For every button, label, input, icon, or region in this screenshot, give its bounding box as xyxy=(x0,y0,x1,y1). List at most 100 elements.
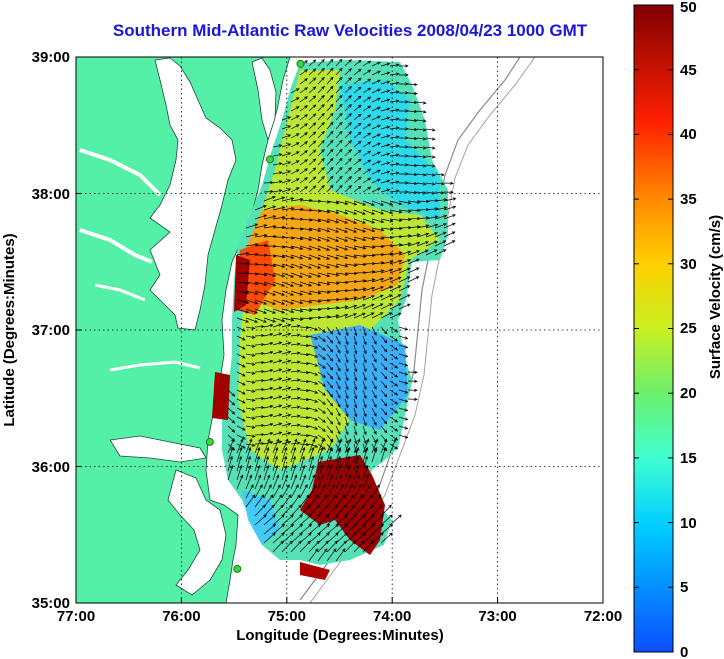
velocity-arrow xyxy=(362,504,374,517)
velocity-arrow xyxy=(353,158,362,166)
velocity-arrow xyxy=(308,104,317,112)
velocity-arrow xyxy=(272,474,280,490)
velocity-arrow xyxy=(371,446,378,463)
velocity-arrow xyxy=(344,532,357,544)
velocity-arrow xyxy=(389,514,402,526)
velocity-arrow xyxy=(299,406,310,411)
velocity-arrow xyxy=(263,359,274,364)
velocity-arrow xyxy=(326,523,340,535)
velocity-arrow xyxy=(362,389,367,400)
velocity-arrow xyxy=(272,290,286,296)
colorbar-tick-label: 35 xyxy=(680,191,697,208)
velocity-arrow xyxy=(317,416,326,423)
velocity-arrow xyxy=(317,380,326,387)
velocity-arrow xyxy=(425,137,436,141)
velocity-arrow xyxy=(236,389,246,395)
velocity-arrow xyxy=(290,160,300,166)
velocity-arrow xyxy=(254,474,262,490)
velocity-arrow xyxy=(308,77,317,85)
lon-tick-label: 76:00 xyxy=(162,608,200,625)
velocity-arrow xyxy=(326,218,340,224)
velocity-arrow xyxy=(245,446,252,463)
velocity-arrow xyxy=(263,181,274,185)
velocity-arrow xyxy=(317,443,326,450)
velocity-arrow xyxy=(380,188,391,193)
velocity-arrow xyxy=(236,251,250,256)
velocity-arrow xyxy=(245,242,259,247)
velocity-arrow xyxy=(299,397,310,402)
velocity-arrow xyxy=(272,386,283,391)
velocity-arrow xyxy=(344,296,358,301)
velocity-arrow xyxy=(353,335,358,346)
velocity-arrow xyxy=(326,540,338,553)
velocity-arrow xyxy=(344,263,358,267)
velocity-arrow xyxy=(317,548,328,562)
velocity-arrow xyxy=(299,254,313,260)
radar-station-marker xyxy=(205,437,214,446)
grid-lines xyxy=(76,57,603,603)
velocity-arrow xyxy=(317,157,325,166)
velocity-arrow xyxy=(335,446,342,463)
velocity-arrow xyxy=(416,224,430,229)
velocity-arrow xyxy=(353,504,365,517)
velocity-arrow xyxy=(281,368,292,373)
velocity-arrow xyxy=(317,464,324,481)
radar-station-marker xyxy=(296,59,305,68)
velocity-arrow xyxy=(344,540,356,553)
velocity-arrow xyxy=(443,181,454,185)
velocity-arrow xyxy=(290,317,304,321)
velocity-arrow xyxy=(326,58,334,67)
velocity-arrow xyxy=(326,314,340,319)
velocity-arrow xyxy=(317,184,325,193)
velocity-arrow xyxy=(353,113,362,121)
velocity-arrow xyxy=(299,442,310,447)
velocity-arrow xyxy=(281,413,292,418)
velocity-arrow xyxy=(398,416,409,421)
velocity-arrow xyxy=(353,434,358,445)
velocity-arrow xyxy=(299,114,308,121)
velocity-arrow xyxy=(290,423,301,427)
velocity-arrow xyxy=(362,150,372,157)
velocity-arrow xyxy=(362,141,372,148)
velocity-arrow xyxy=(326,464,333,481)
velocity-arrow xyxy=(317,425,326,432)
delaware-bay xyxy=(251,57,277,142)
velocity-arrow xyxy=(362,335,367,346)
velocity-arrow xyxy=(380,116,391,121)
velocity-arrow xyxy=(281,245,295,250)
velocity-arrow xyxy=(308,443,319,448)
velocity-arrow xyxy=(344,236,358,242)
velocity-arrow xyxy=(398,276,411,283)
velocity-arrow xyxy=(407,82,418,87)
velocity-arrow xyxy=(371,218,385,224)
velocity-arrow xyxy=(335,425,341,435)
velocity-arrow xyxy=(362,474,370,490)
velocity-arrow xyxy=(353,407,358,418)
velocity-arrow xyxy=(353,227,367,233)
velocity-arrow xyxy=(380,218,394,223)
velocity-arrow xyxy=(389,312,402,319)
velocity-arrow xyxy=(344,335,349,346)
velocity-arrow xyxy=(317,438,325,454)
velocity-arrow xyxy=(308,523,322,535)
velocity-arrow xyxy=(326,263,340,269)
velocity-arrow xyxy=(299,78,308,85)
river-4 xyxy=(109,360,201,372)
velocity-arrow xyxy=(308,176,317,184)
velocity-arrow xyxy=(380,161,391,166)
velocity-arrow xyxy=(299,388,310,393)
velocity-arrow xyxy=(290,514,303,526)
velocity-arrow xyxy=(380,532,393,544)
velocity-arrow xyxy=(335,326,341,336)
velocity-arrow xyxy=(371,389,377,399)
velocity-arrow xyxy=(353,95,362,103)
river-2 xyxy=(79,228,153,264)
velocity-arrow xyxy=(245,317,259,323)
velocity-arrow xyxy=(344,104,352,112)
velocity-arrow xyxy=(380,504,392,517)
region-blue-1 xyxy=(340,80,440,220)
velocity-arrow xyxy=(380,326,388,335)
y-axis-label: Latitude (Degrees:Minutes) xyxy=(1,233,18,426)
velocity-arrow xyxy=(254,272,268,277)
velocity-arrow xyxy=(362,286,376,292)
